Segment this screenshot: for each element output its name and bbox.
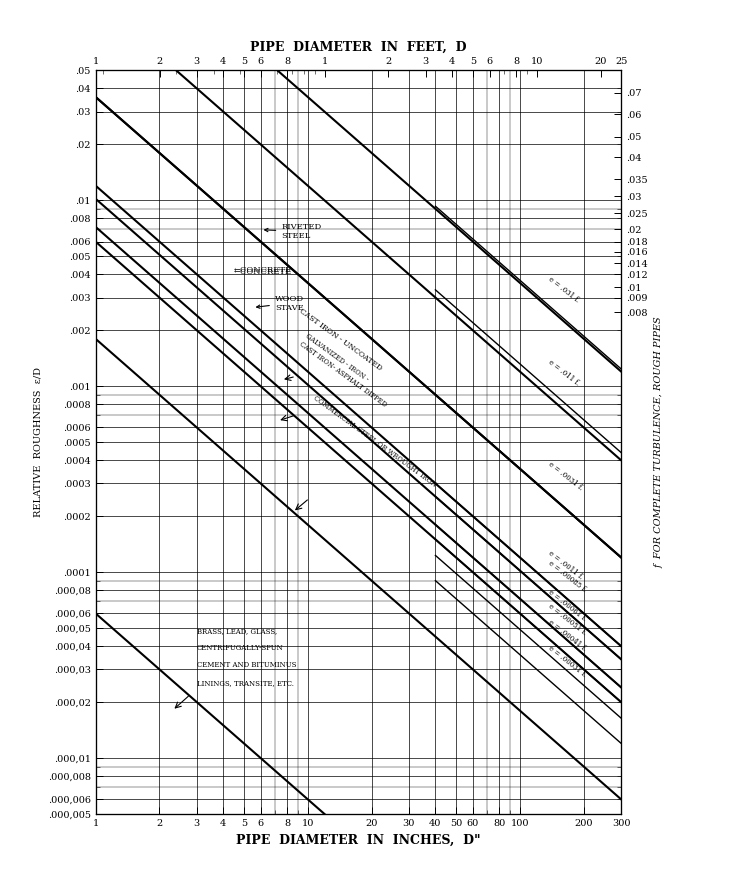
Text: e = .031 f.: e = .031 f.: [547, 275, 581, 304]
Y-axis label: RELATIVE  ROUGHNESS  ε/D: RELATIVE ROUGHNESS ε/D: [33, 367, 42, 517]
Text: e = .00061 f.: e = .00061 f.: [547, 588, 588, 622]
Text: e = .0011 f.: e = .0011 f.: [547, 549, 585, 582]
Text: BRASS, LEAD, GLASS,: BRASS, LEAD, GLASS,: [197, 627, 277, 634]
Text: e = .00085 f.: e = .00085 f.: [547, 560, 588, 594]
Y-axis label: f  FOR COMPLETE TURBULENCE, ROUGH PIPES: f FOR COMPLETE TURBULENCE, ROUGH PIPES: [655, 317, 664, 568]
X-axis label: PIPE  DIAMETER  IN  INCHES,  D": PIPE DIAMETER IN INCHES, D": [236, 833, 481, 847]
Text: CAST IRON - UNCOATED: CAST IRON - UNCOATED: [298, 308, 384, 373]
Text: e = .011 f.: e = .011 f.: [547, 358, 581, 388]
Text: ←CONCRETE: ←CONCRETE: [234, 268, 293, 276]
X-axis label: PIPE  DIAMETER  IN  FEET,  D: PIPE DIAMETER IN FEET, D: [250, 41, 467, 54]
Text: WOOD
STAVE: WOOD STAVE: [257, 295, 304, 312]
Text: GALVANIZED - IRON -
CAST IRON- ASPHALT DIPPED: GALVANIZED - IRON - CAST IRON- ASPHALT D…: [298, 333, 394, 408]
Text: CEMENT AND BITUMINUS: CEMENT AND BITUMINUS: [197, 662, 296, 670]
Text: e = .00051 f.: e = .00051 f.: [547, 603, 588, 637]
Text: e = .00031 f.: e = .00031 f.: [547, 644, 588, 678]
Text: COMMERCIAL STEEL OR WROUGHT IRON: COMMERCIAL STEEL OR WROUGHT IRON: [312, 394, 438, 489]
Text: e = .00041 f.: e = .00041 f.: [547, 619, 588, 653]
Text: e = .0031 f.: e = .0031 f.: [547, 461, 584, 493]
Text: LININGS, TRANSITE, ETC.: LININGS, TRANSITE, ETC.: [197, 679, 294, 687]
Text: CENTRIFUGALLY-SPUN: CENTRIFUGALLY-SPUN: [197, 644, 284, 652]
Text: RIVETED
STEEL: RIVETED STEEL: [265, 223, 321, 240]
Text: ←CONCRETE: ←CONCRETE: [234, 267, 293, 275]
